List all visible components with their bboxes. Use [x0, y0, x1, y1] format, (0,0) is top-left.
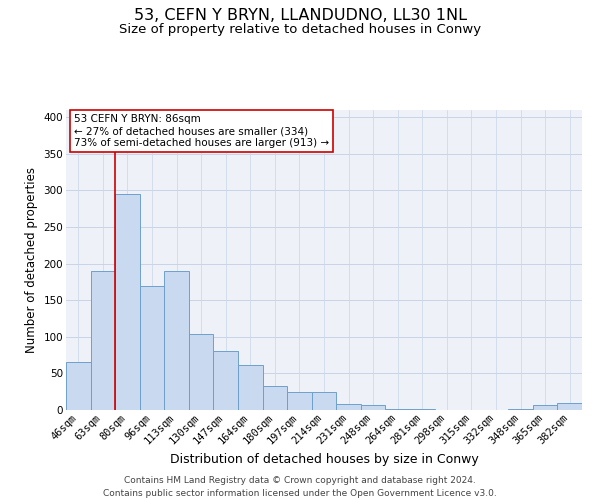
Bar: [140, 286, 164, 410]
Bar: [312, 392, 336, 410]
Text: Size of property relative to detached houses in Conwy: Size of property relative to detached ho…: [119, 22, 481, 36]
Y-axis label: Number of detached properties: Number of detached properties: [25, 167, 38, 353]
Bar: [263, 386, 287, 410]
Bar: [91, 271, 115, 410]
Bar: [287, 392, 312, 410]
Bar: [361, 405, 385, 410]
Bar: [164, 271, 189, 410]
Text: Distribution of detached houses by size in Conwy: Distribution of detached houses by size …: [170, 452, 478, 466]
Bar: [214, 352, 238, 410]
Bar: [238, 364, 263, 410]
Bar: [557, 404, 582, 410]
Text: 53, CEFN Y BRYN, LLANDUDNO, LL30 1NL: 53, CEFN Y BRYN, LLANDUDNO, LL30 1NL: [133, 8, 467, 22]
Text: Contains HM Land Registry data © Crown copyright and database right 2024.
Contai: Contains HM Land Registry data © Crown c…: [103, 476, 497, 498]
Bar: [336, 404, 361, 410]
Bar: [66, 362, 91, 410]
Text: 53 CEFN Y BRYN: 86sqm
← 27% of detached houses are smaller (334)
73% of semi-det: 53 CEFN Y BRYN: 86sqm ← 27% of detached …: [74, 114, 329, 148]
Bar: [115, 194, 140, 410]
Bar: [189, 334, 214, 410]
Bar: [508, 408, 533, 410]
Bar: [533, 405, 557, 410]
